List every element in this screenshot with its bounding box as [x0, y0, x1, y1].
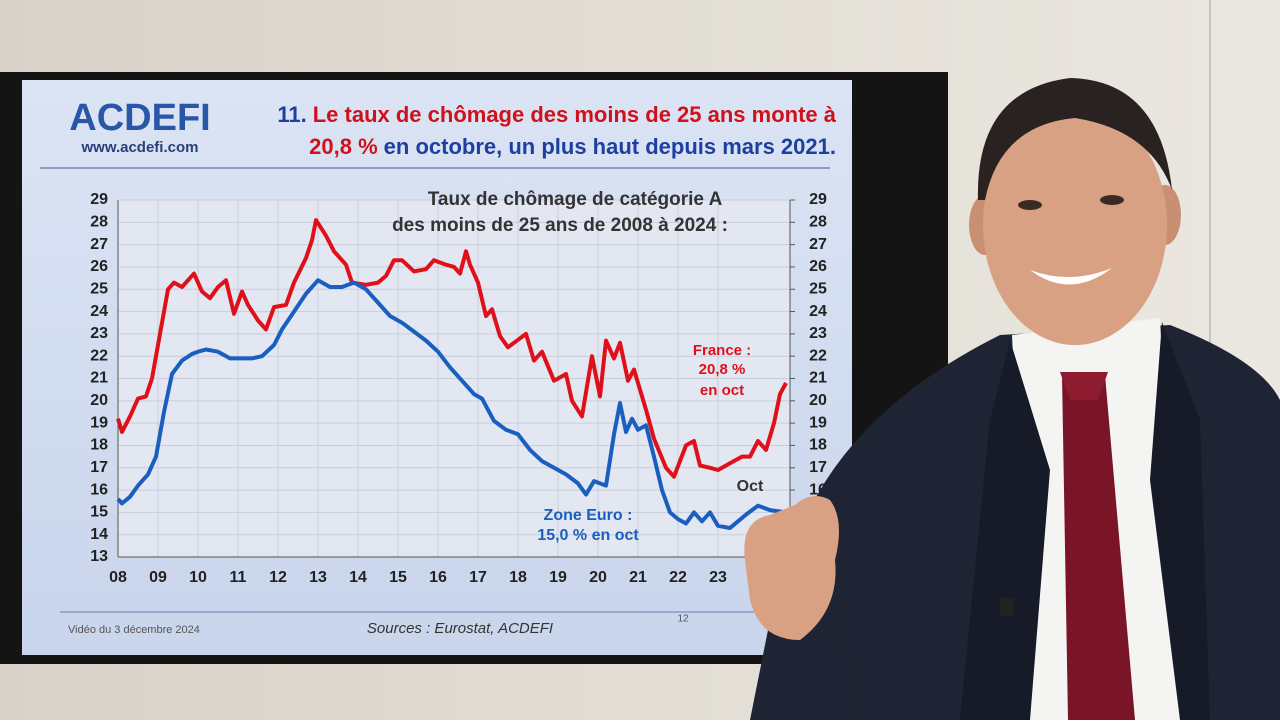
y2-tick-label: 17	[809, 459, 827, 476]
x-tick-label: 19	[549, 569, 567, 586]
header-line1: 11. Le taux de chômage des moins de 25 an…	[277, 102, 836, 127]
x-tick-label: 08	[109, 569, 127, 586]
lapel	[960, 340, 1050, 720]
sleeve	[750, 610, 860, 720]
eye	[1100, 195, 1124, 205]
annotation: 20,8 %	[699, 361, 746, 378]
y2-tick-label: 21	[809, 370, 827, 387]
header-line2: 20,8 % en octobre, un plus haut depuis ma…	[309, 134, 836, 159]
y2-tick-label: 23	[809, 325, 827, 342]
y-tick-label: 17	[90, 459, 108, 476]
presenter	[744, 78, 1280, 720]
y2-tick-label: 22	[809, 347, 827, 364]
y-tick-label: 26	[90, 258, 108, 275]
y2-tick-label: 18	[809, 437, 827, 454]
y-tick-label: 16	[90, 481, 108, 498]
eye	[1018, 200, 1042, 210]
x-tick-label: 11	[230, 569, 247, 586]
head	[983, 105, 1167, 345]
y2-tick-label: 29	[809, 191, 827, 208]
x-tick-label: 22	[669, 569, 687, 586]
header-text: en octobre, un plus haut depuis mars 202…	[384, 134, 836, 159]
annotation: Oct	[737, 478, 764, 495]
y2-tick-label: 25	[809, 280, 827, 297]
annotation: en oct	[700, 382, 744, 399]
y-tick-label: 21	[90, 370, 108, 387]
y-tick-label: 20	[90, 392, 108, 409]
x-tick-label: 09	[149, 569, 167, 586]
chart-subtitle: des moins de 25 ans de 2008 à 2024 :	[392, 215, 728, 236]
y-tick-label: 23	[90, 325, 108, 342]
x-tick-label: 17	[469, 569, 487, 586]
x-tick-label: 18	[509, 569, 527, 586]
x-tick-label: 15	[389, 569, 407, 586]
hair	[977, 78, 1172, 200]
chart: 13 14 15 16 17 18 19 20 21 22 23 24 25 26 27 28 29 13 14 15…	[90, 191, 827, 586]
series-line	[116, 218, 788, 479]
y2-tick-label: 28	[809, 214, 827, 231]
y-tick-label: 25	[90, 280, 108, 297]
tie-knot	[1060, 372, 1108, 400]
header-highlight: 20,8 %	[309, 134, 378, 159]
logo: ACDEFI	[69, 97, 210, 139]
footer-date: Vidéo du 3 décembre 2024	[68, 624, 200, 636]
y2-tick-label: 26	[809, 258, 827, 275]
header-text: Le taux de chômage des moins de 25 ans m…	[313, 102, 837, 127]
y-tick-label: 18	[90, 437, 108, 454]
y-tick-label: 15	[90, 504, 108, 521]
y-tick-label: 27	[90, 236, 108, 253]
y-tick-label: 28	[90, 214, 108, 231]
hand	[744, 496, 839, 640]
x-tick-label: 16	[429, 569, 447, 586]
page-number: 12	[677, 614, 689, 625]
x-tick-label: 13	[309, 569, 327, 586]
series-line	[116, 278, 787, 530]
header-number: 11.	[277, 102, 306, 127]
y2-tick-label: 19	[809, 414, 827, 431]
lapel	[1150, 322, 1210, 720]
x-tick-label: 14	[349, 569, 367, 586]
y-tick-label: 13	[90, 548, 108, 565]
annotation: France :	[693, 342, 751, 359]
annotation: 15,0 % en oct	[537, 527, 639, 544]
y-tick-label: 14	[90, 526, 108, 543]
y2-tick-label: 27	[809, 236, 827, 253]
x-tick-label: 10	[189, 569, 207, 586]
x-tick-label: 20	[589, 569, 607, 586]
y2-tick-label: 24	[809, 303, 827, 320]
y-tick-label: 29	[90, 191, 108, 208]
annotation: Zone Euro :	[544, 507, 633, 524]
smile	[1030, 268, 1112, 285]
microphone	[1000, 598, 1014, 616]
x-tick-label: 12	[269, 569, 287, 586]
tie	[1062, 375, 1135, 720]
x-tick-label: 21	[629, 569, 647, 586]
logo-url: www.acdefi.com	[81, 139, 199, 156]
chart-title: Taux de chômage de catégorie A	[428, 189, 723, 210]
x-tick-label: 23	[709, 569, 727, 586]
y-tick-label: 19	[90, 414, 108, 431]
footer-source: Sources : Eurostat, ACDEFI	[367, 620, 553, 637]
y2-tick-label: 20	[809, 392, 827, 409]
y-tick-label: 22	[90, 347, 108, 364]
y-tick-label: 24	[90, 303, 108, 320]
